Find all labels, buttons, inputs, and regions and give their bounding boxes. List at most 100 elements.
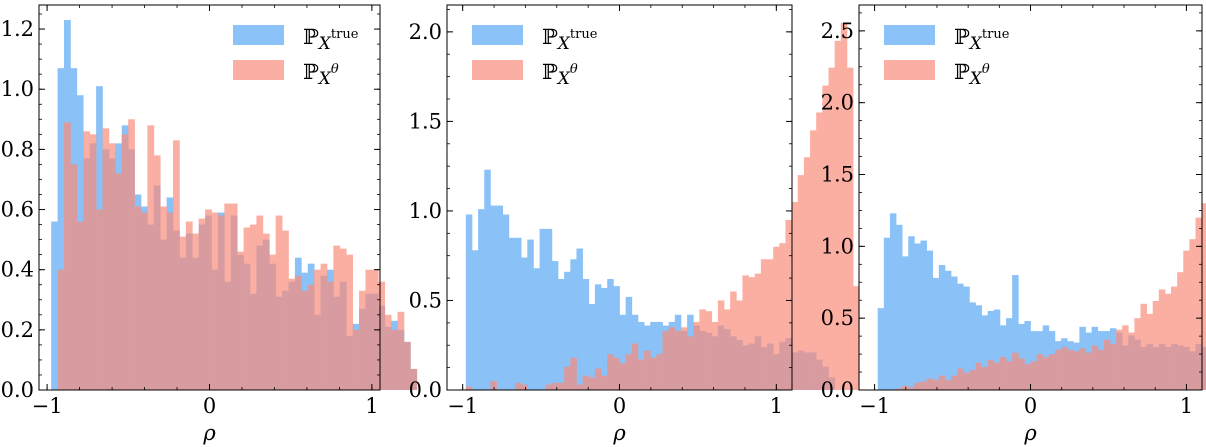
histogram-bar bbox=[846, 67, 854, 391]
histogram-bar bbox=[217, 215, 225, 390]
histogram-bar bbox=[730, 291, 737, 390]
histogram-bar bbox=[908, 387, 915, 390]
y-tick-label: 0.6 bbox=[1, 198, 34, 222]
histogram-bar bbox=[601, 375, 608, 390]
chart-panel-1: −1 0 1 0.0 0.2 0.4 0.6 0.8 1.0 1.2 ρ ℙXtrue ℙXθ bbox=[1, 4, 418, 445]
histogram-bar bbox=[490, 205, 497, 390]
histogram-bar bbox=[957, 283, 964, 390]
x-tick-label: −1 bbox=[859, 394, 890, 418]
series-theta bbox=[896, 203, 1206, 390]
histogram-bar bbox=[914, 382, 921, 390]
histogram-bar bbox=[889, 213, 897, 390]
histogram-bar bbox=[1122, 325, 1129, 390]
histogram-bar bbox=[987, 359, 995, 390]
histogram-bar bbox=[465, 386, 473, 390]
y-tick-label: 0.4 bbox=[1, 258, 34, 282]
histogram-bar bbox=[147, 125, 155, 390]
histogram-bar bbox=[76, 221, 84, 390]
histogram-bar bbox=[173, 140, 180, 390]
y-tick-label: 0.5 bbox=[409, 288, 442, 312]
series-theta bbox=[57, 119, 418, 391]
histogram-bar bbox=[1067, 349, 1074, 390]
histogram-bar bbox=[301, 290, 309, 390]
histogram-bar bbox=[397, 311, 405, 390]
histogram-bar bbox=[607, 278, 614, 390]
histogram-bar bbox=[198, 218, 206, 390]
histogram-bar bbox=[767, 259, 774, 390]
histogram-bar bbox=[785, 219, 792, 390]
histogram-bar bbox=[1030, 331, 1037, 390]
legend-entry-true: ℙXtrue bbox=[472, 25, 598, 54]
histogram-bar bbox=[502, 214, 510, 390]
histogram-bar bbox=[1116, 329, 1123, 390]
x-tick-label: 0 bbox=[203, 394, 216, 418]
histogram-bar bbox=[1054, 349, 1062, 390]
histogram-bar bbox=[816, 112, 823, 390]
histogram-bar bbox=[693, 321, 700, 390]
chart-panel-3: −1 0 1 0.0 0.5 1.0 1.5 2.0 2.5 ρ ℙXtrue ℙXθ bbox=[821, 4, 1206, 445]
histogram-bar bbox=[797, 175, 805, 390]
histogram-bar bbox=[902, 256, 909, 390]
histogram-bar bbox=[920, 240, 927, 390]
histogram-bar bbox=[969, 369, 976, 390]
histogram-bar bbox=[282, 230, 289, 390]
histogram-bar bbox=[736, 300, 743, 390]
histogram-bar bbox=[64, 122, 71, 391]
histogram-bar bbox=[1146, 313, 1154, 390]
x-tick-label: 1 bbox=[365, 394, 378, 418]
histogram-bar bbox=[1012, 352, 1019, 390]
y-tick-label: 1.5 bbox=[821, 163, 854, 187]
histogram-bar bbox=[810, 130, 817, 390]
y-tick-label: 0.8 bbox=[1, 137, 34, 161]
histogram-bar bbox=[1189, 239, 1196, 390]
histogram-bar bbox=[619, 363, 626, 390]
histogram-bar bbox=[1042, 356, 1050, 390]
histogram-bar bbox=[262, 233, 270, 390]
histogram-bar bbox=[840, 22, 848, 390]
histogram-bar bbox=[89, 134, 97, 390]
histogram-bar bbox=[926, 250, 934, 390]
histogram-bar bbox=[914, 243, 921, 390]
series-theta bbox=[465, 22, 860, 391]
histogram-bar bbox=[384, 314, 392, 390]
histogram-bar bbox=[920, 381, 927, 390]
histogram-bar bbox=[969, 302, 976, 390]
histogram-bar bbox=[128, 119, 135, 391]
histogram-bar bbox=[515, 237, 522, 390]
y-tick-label: 0.0 bbox=[409, 378, 442, 402]
histogram-bar bbox=[613, 286, 620, 390]
histogram-bar bbox=[179, 236, 187, 390]
histogram-bar bbox=[975, 305, 982, 390]
histogram-bar bbox=[352, 329, 360, 390]
histogram-bar bbox=[496, 205, 504, 390]
histogram-bar bbox=[410, 368, 418, 390]
histogram-bar bbox=[224, 203, 232, 390]
legend-label: ℙXtrue bbox=[542, 25, 598, 54]
histogram-bar bbox=[822, 85, 829, 390]
histogram-bar bbox=[779, 243, 786, 390]
histogram-bar bbox=[656, 354, 663, 390]
histogram-bar bbox=[582, 375, 590, 390]
legend-swatch bbox=[233, 25, 284, 45]
histogram-bar bbox=[1140, 303, 1147, 390]
histogram-bar bbox=[748, 277, 756, 390]
histogram-bar bbox=[926, 378, 934, 390]
histogram-bar bbox=[521, 257, 528, 390]
histogram-bar bbox=[908, 236, 915, 390]
histogram-bar bbox=[1079, 348, 1086, 390]
histogram-bar bbox=[1018, 323, 1025, 390]
histogram-bar bbox=[478, 209, 485, 390]
histogram-bar bbox=[403, 341, 411, 391]
histogram-bar bbox=[314, 269, 321, 390]
histogram-bar bbox=[326, 281, 334, 390]
x-tick-label: 0 bbox=[1024, 394, 1037, 418]
histogram-bar bbox=[564, 366, 571, 390]
histogram-bar bbox=[993, 362, 1001, 390]
histogram-bar bbox=[853, 286, 860, 390]
histogram-bar bbox=[160, 206, 167, 390]
histogram-bar bbox=[1085, 352, 1092, 390]
y-tick-label: 2.0 bbox=[409, 20, 442, 44]
histogram-bar bbox=[294, 275, 302, 390]
histogram-bar bbox=[1195, 217, 1202, 390]
